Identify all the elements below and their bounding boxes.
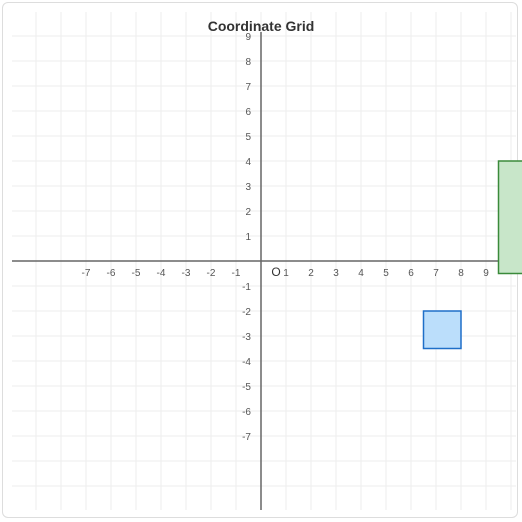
x-tick-label: 2 — [308, 268, 314, 279]
x-tick-label: 1 — [283, 268, 289, 279]
y-tick-label: 2 — [245, 207, 251, 218]
x-tick-label: -1 — [232, 268, 241, 279]
y-tick-label: -5 — [242, 382, 251, 393]
y-tick-label: 7 — [245, 82, 251, 93]
x-tick-label: -3 — [182, 268, 191, 279]
x-tick-label: 7 — [433, 268, 439, 279]
blue-rectangle — [424, 311, 462, 349]
x-tick-label: -4 — [157, 268, 166, 279]
y-tick-label: 6 — [245, 107, 251, 118]
y-tick-label: 8 — [245, 57, 251, 68]
x-tick-label: 9 — [483, 268, 489, 279]
y-tick-label: -1 — [242, 282, 251, 293]
y-tick-label: 5 — [245, 132, 251, 143]
x-tick-label: 4 — [358, 268, 364, 279]
chart-title: Coordinate Grid — [208, 18, 315, 34]
y-tick-label: -2 — [242, 307, 251, 318]
x-tick-label: -5 — [132, 268, 141, 279]
tick-labels: -7 -6 -5 -4 -3 -2 -1 1 2 3 4 5 6 7 8 9987654321-1-2-3-4… — [82, 32, 490, 443]
y-tick-label: -3 — [242, 332, 251, 343]
x-tick-label: 3 — [333, 268, 339, 279]
x-tick-label: -2 — [207, 268, 216, 279]
y-tick-label: 4 — [245, 157, 251, 168]
x-tick-label: 8 — [458, 268, 464, 279]
y-tick-label: -7 — [242, 432, 251, 443]
x-tick-label: -7 — [82, 268, 91, 279]
green-rectangle — [499, 161, 522, 274]
shapes — [424, 161, 522, 349]
y-tick-label: 1 — [245, 232, 251, 243]
y-tick-label: -4 — [242, 357, 251, 368]
x-tick-label: -6 — [107, 268, 116, 279]
x-tick-label: 6 — [408, 268, 414, 279]
x-tick-label: 5 — [383, 268, 389, 279]
y-tick-label: -6 — [242, 407, 251, 418]
y-tick-label: 3 — [245, 182, 251, 193]
origin-label: O — [271, 265, 280, 279]
